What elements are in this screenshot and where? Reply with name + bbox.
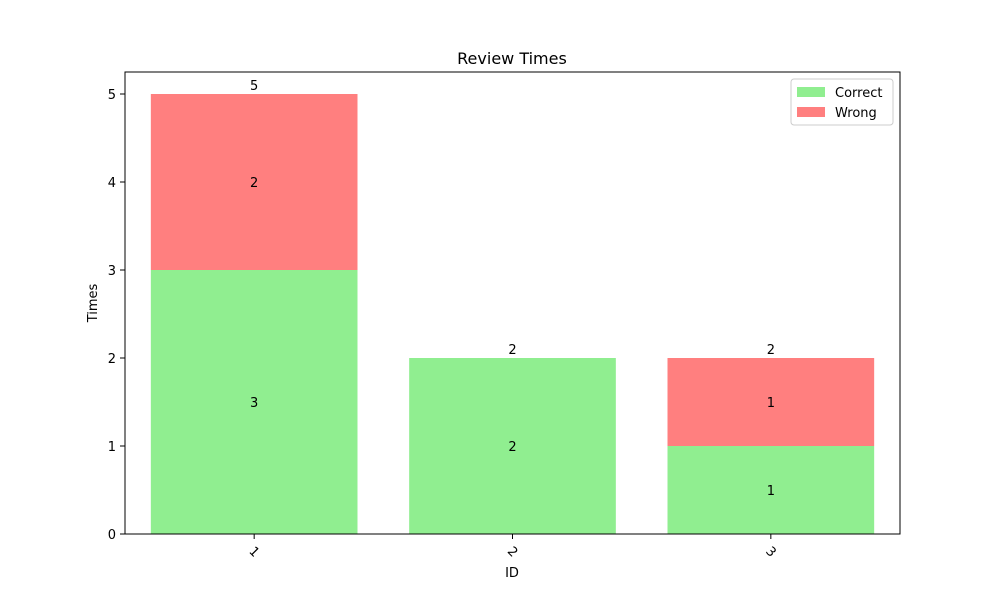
x-tick-label: 3: [762, 544, 778, 560]
bar-correct-1: [150, 270, 358, 534]
y-tick-label: 0: [108, 528, 116, 543]
chart-title: Review Times: [457, 49, 567, 68]
legend-label-wrong: Wrong: [835, 106, 877, 121]
bar-correct-2: [409, 358, 616, 534]
y-tick-label: 1: [108, 440, 116, 455]
legend-swatch-wrong: [797, 107, 825, 117]
bar-total-label: 5: [250, 79, 258, 94]
y-tick-label: 2: [108, 352, 116, 367]
legend-swatch-correct: [797, 87, 825, 97]
y-tick-label: 4: [108, 176, 116, 191]
bar-wrong-1: [150, 94, 358, 270]
bar-value-label: 1: [767, 396, 775, 411]
x-axis-label: ID: [505, 566, 519, 581]
bar-wrong-3: [667, 358, 875, 446]
bar-total-label: 2: [508, 343, 516, 358]
x-tick-label: 2: [504, 544, 520, 560]
y-tick-label: 3: [108, 264, 116, 279]
y-axis-label: Times: [86, 283, 101, 323]
legend-label-correct: Correct: [835, 86, 882, 101]
y-tick-label: 5: [108, 88, 116, 103]
bar-correct-3: [667, 446, 875, 534]
bar-value-label: 2: [508, 440, 516, 455]
bar-total-label: 2: [767, 343, 775, 358]
legend: Correct Wrong: [790, 78, 894, 126]
plot-area: 3 2 5 2 2 1 1 2 0 1 2 3 4 5 1 2 3: [108, 71, 901, 561]
bar-value-label: 1: [767, 484, 775, 499]
bar-value-label: 2: [250, 176, 258, 191]
bar-value-label: 3: [250, 396, 258, 411]
x-tick-label: 1: [246, 544, 262, 560]
